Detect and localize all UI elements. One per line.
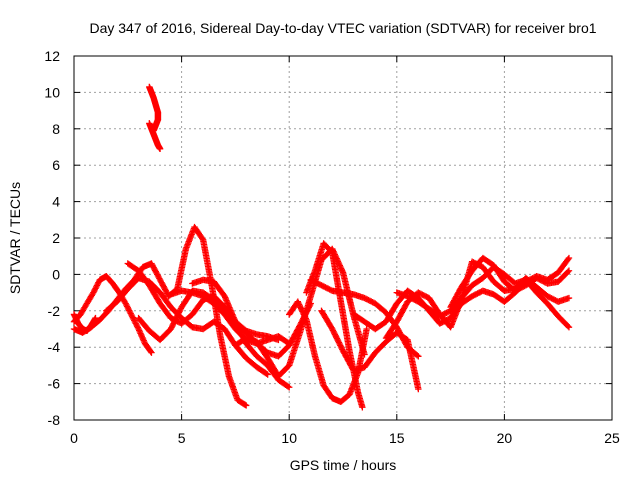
data-point [133, 322, 141, 330]
data-point [126, 308, 134, 316]
data-point [302, 315, 309, 322]
x-tick-label: 5 [178, 430, 186, 446]
data-marks [70, 83, 573, 411]
data-point [415, 353, 422, 360]
y-tick-label: 8 [52, 121, 60, 137]
data-point [296, 302, 303, 310]
data-point [93, 282, 101, 289]
data-point [264, 371, 271, 378]
data-point [156, 145, 164, 153]
data-point [131, 318, 139, 326]
data-point [286, 384, 293, 391]
data-point [415, 385, 422, 393]
data-point [130, 315, 137, 323]
data-point [128, 311, 135, 319]
data-point [133, 321, 140, 328]
x-axis-label: GPS time / hours [290, 457, 397, 473]
data-point [301, 313, 309, 321]
series-arc-high [146, 83, 162, 134]
data-point [294, 298, 302, 305]
data-point [297, 305, 305, 312]
data-point [91, 286, 99, 293]
x-tick-label: 15 [389, 430, 405, 446]
series-arc-10 [303, 240, 366, 411]
data-point [297, 304, 304, 311]
y-tick-label: -2 [48, 303, 61, 319]
data-point [94, 280, 101, 288]
data-point [93, 283, 100, 291]
y-tick-label: 12 [44, 48, 60, 64]
data-point [359, 404, 366, 411]
y-tick-label: -8 [48, 412, 61, 428]
data-point [95, 279, 102, 286]
data-point [122, 300, 129, 307]
data-point [148, 349, 155, 356]
data-point [564, 322, 572, 330]
axis-ticks: 0 5 10 15 20 25 -8 -6 -4 -2 0 2 4 6 8 10 12 [44, 48, 620, 446]
x-tick-label: 10 [281, 430, 297, 446]
data-point [125, 305, 132, 313]
data-point [565, 254, 573, 262]
data-point [299, 308, 306, 315]
data-point [134, 324, 142, 331]
data-point [301, 312, 308, 319]
x-tick-label: 0 [70, 430, 78, 446]
grid [74, 56, 612, 420]
data-point [284, 383, 292, 390]
y-tick-label: 4 [52, 194, 60, 210]
data-point [295, 299, 302, 307]
data-point [300, 311, 307, 318]
chart-title: Day 347 of 2016, Sidereal Day-to-day VTE… [89, 20, 596, 36]
data-point [90, 287, 98, 295]
y-tick-label: -4 [48, 339, 61, 355]
data-point [242, 402, 250, 409]
y-tick-label: 6 [52, 157, 60, 173]
series-arc-17 [70, 311, 99, 335]
data-point [263, 370, 270, 377]
y-tick-label: 0 [52, 266, 60, 282]
series-arc-high-2 [146, 120, 164, 153]
data-point [131, 317, 138, 324]
y-tick-label: 10 [44, 84, 60, 100]
data-point [129, 314, 137, 321]
data-point [92, 314, 99, 322]
data-point [565, 323, 573, 331]
data-point [132, 320, 139, 327]
data-point [565, 267, 573, 274]
series-arc-1 [70, 273, 155, 356]
data-point [295, 301, 303, 308]
series-arc-12 [318, 307, 422, 393]
data-point [286, 340, 293, 347]
y-axis-label: SDTVAR / TECUs [7, 182, 23, 294]
data-point [123, 301, 130, 309]
data-point [90, 289, 97, 296]
data-point [564, 256, 572, 263]
data-point [241, 401, 249, 408]
data-point [565, 294, 573, 302]
data-point [147, 348, 154, 355]
data-point [128, 313, 136, 320]
x-tick-label: 25 [604, 430, 620, 446]
data-point [92, 285, 99, 292]
y-tick-label: -6 [48, 376, 61, 392]
data-point [284, 339, 292, 346]
data-point [298, 306, 305, 314]
data-point [199, 235, 206, 242]
series-arc-16 [447, 254, 573, 311]
y-tick-label: 2 [52, 230, 60, 246]
x-tick-label: 20 [497, 430, 513, 446]
data-point [126, 307, 133, 314]
data-point [127, 310, 134, 317]
data-point [413, 352, 421, 359]
data-point [564, 268, 572, 276]
data-point [123, 303, 131, 310]
data-point [124, 304, 131, 311]
data-point [363, 325, 370, 333]
data-point [299, 309, 307, 317]
